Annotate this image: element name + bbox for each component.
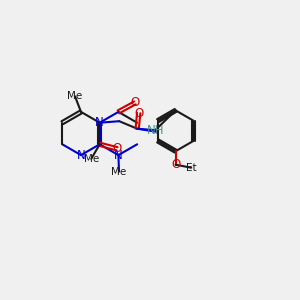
Text: O: O bbox=[134, 106, 143, 120]
Text: Et: Et bbox=[186, 163, 196, 173]
Text: O: O bbox=[171, 158, 180, 171]
Text: NH: NH bbox=[146, 124, 164, 137]
Text: Me: Me bbox=[68, 91, 82, 101]
Text: N: N bbox=[95, 116, 104, 129]
Text: N: N bbox=[76, 148, 85, 162]
Text: O: O bbox=[130, 96, 140, 110]
Text: Me: Me bbox=[111, 167, 127, 177]
Text: Me: Me bbox=[84, 154, 99, 164]
Text: O: O bbox=[112, 142, 122, 155]
Text: N: N bbox=[114, 148, 123, 162]
